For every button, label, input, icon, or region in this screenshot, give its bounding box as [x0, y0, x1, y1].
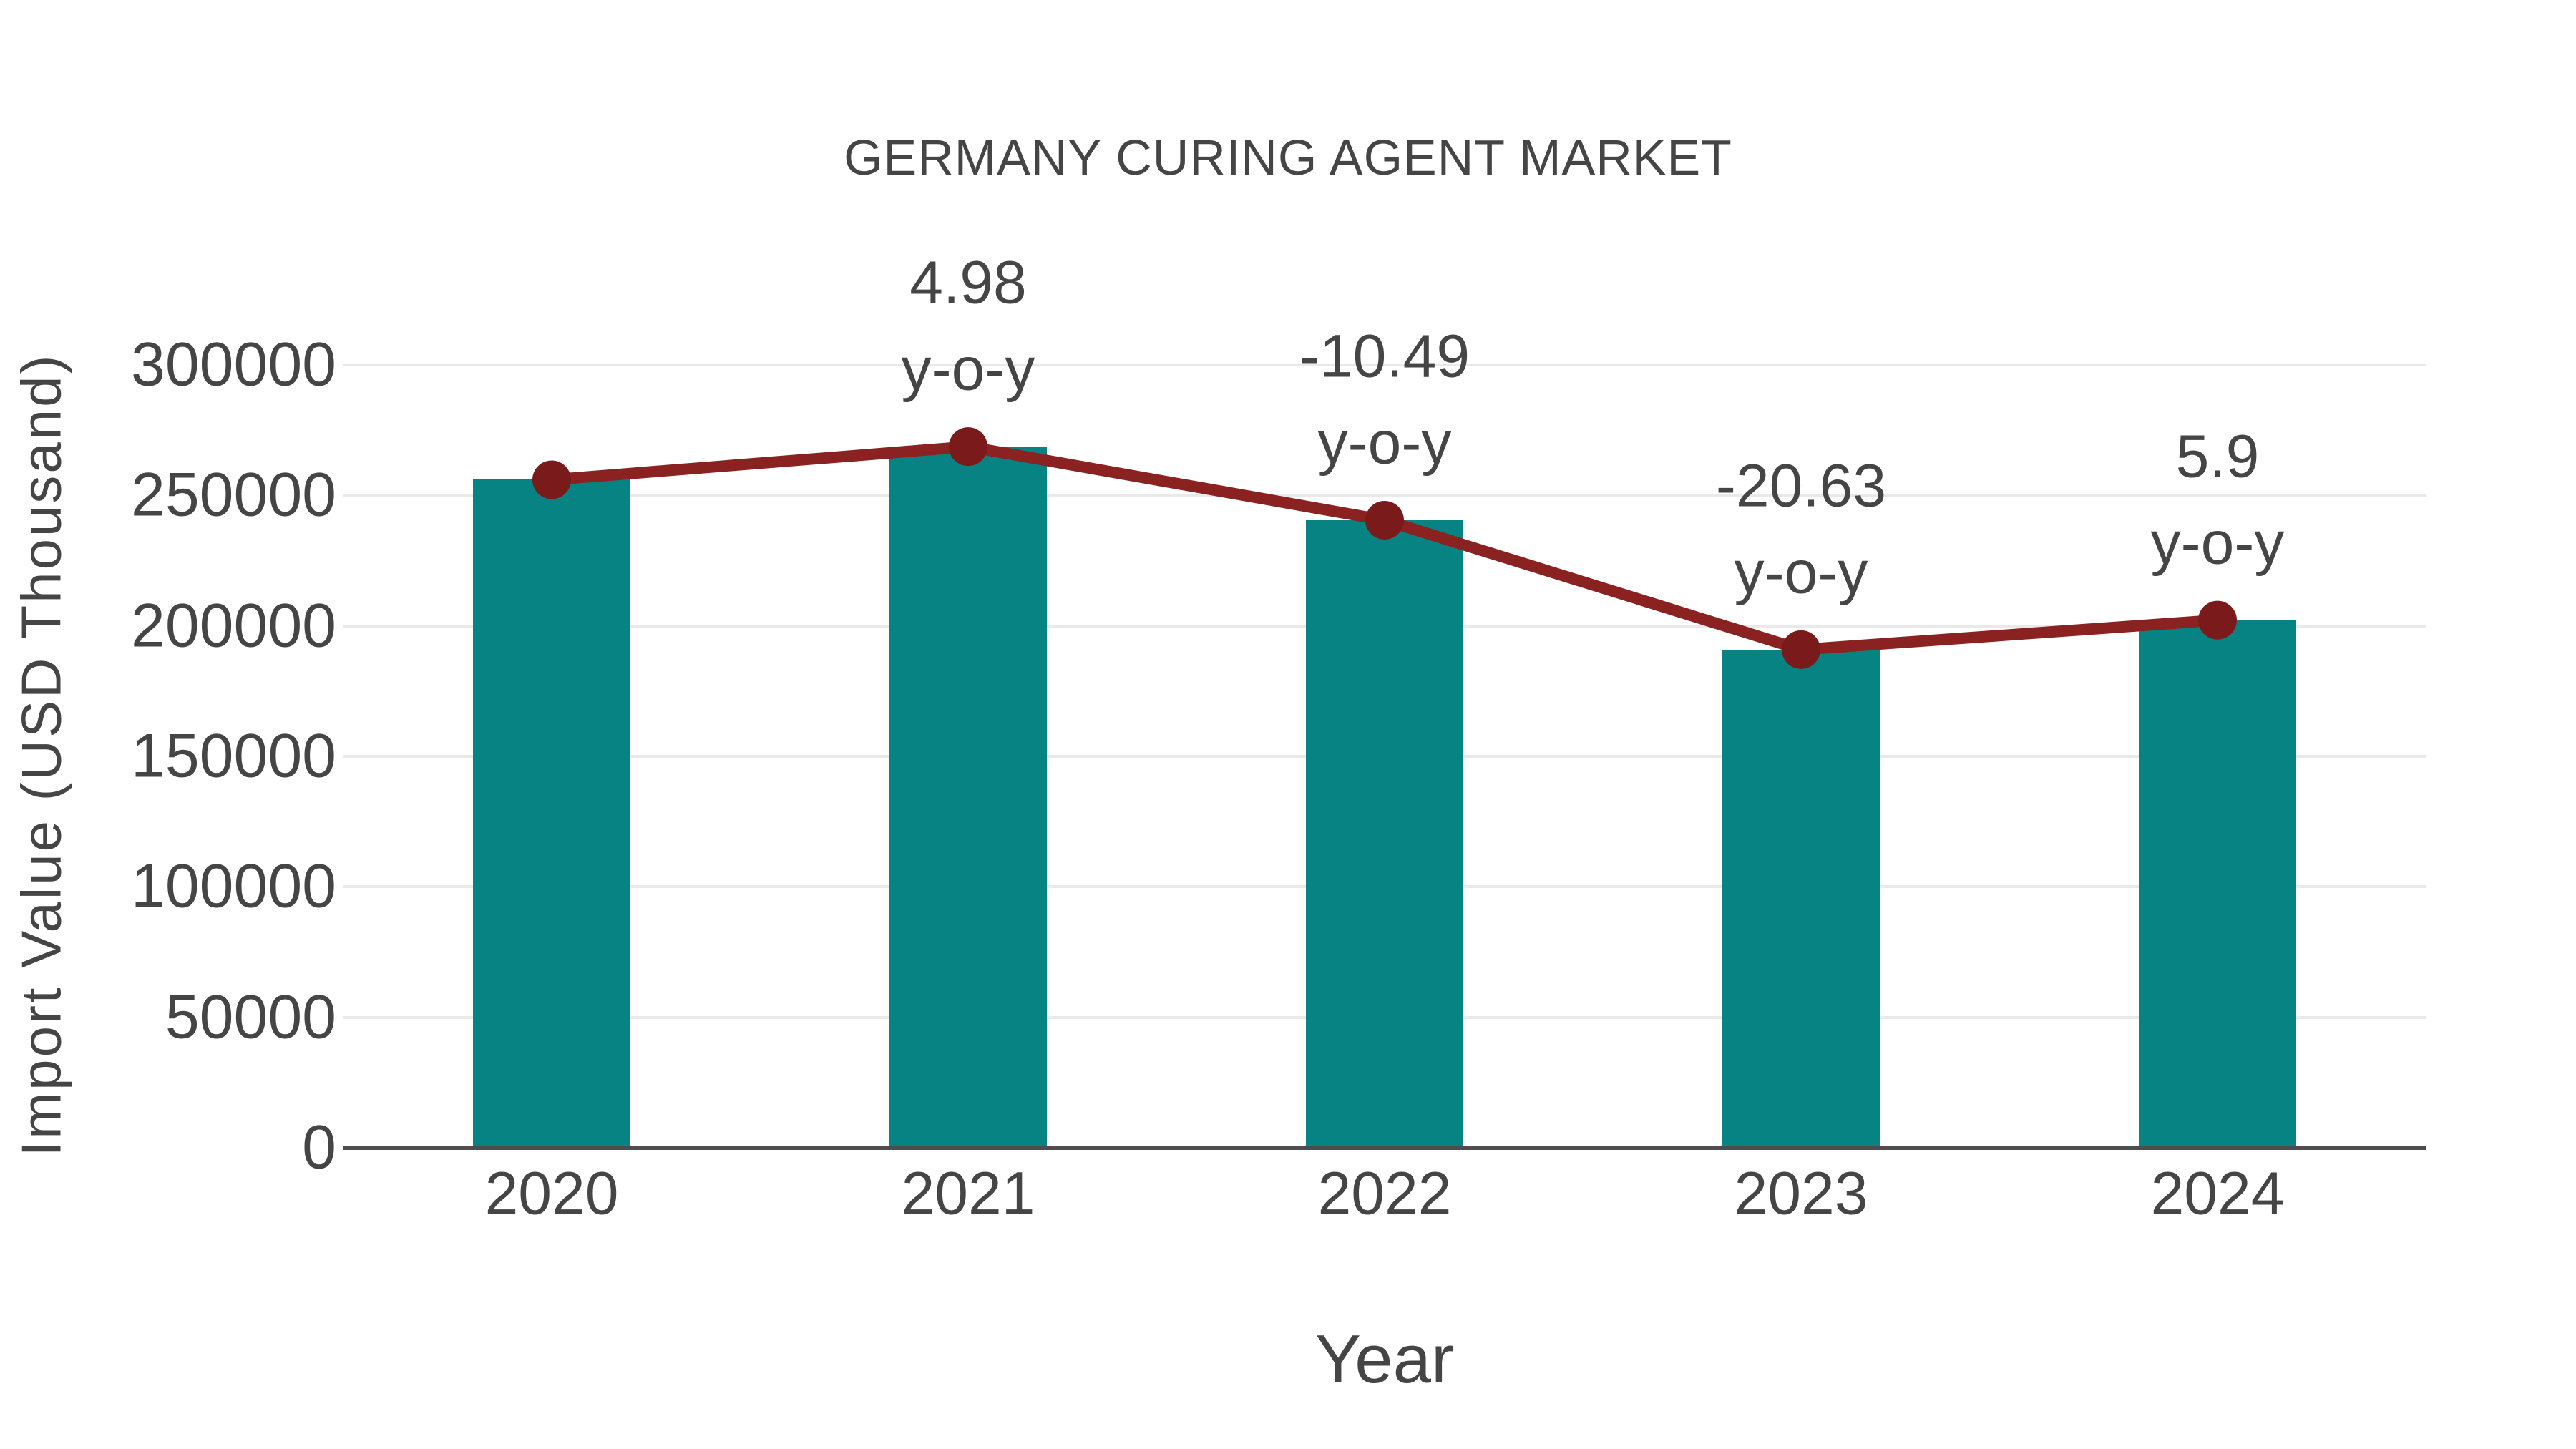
annotation-value-2024: 5.9 — [2175, 422, 2260, 490]
y-tick-label-150000: 150000 — [131, 721, 336, 791]
x-axis-line — [343, 1146, 2426, 1150]
bar-2021 — [889, 447, 1047, 1148]
y-tick-label-200000: 200000 — [131, 591, 336, 660]
x-tick-label-2024: 2024 — [2150, 1159, 2285, 1227]
x-tick-label-2020: 2020 — [484, 1159, 619, 1227]
gridline-300000 — [343, 364, 2426, 366]
y-tick-label-100000: 100000 — [131, 852, 336, 921]
annotation-value-2023: -20.63 — [1715, 452, 1887, 519]
annotation-suffix-2023: y-o-y — [1734, 538, 1868, 606]
x-tick-label-2021: 2021 — [901, 1159, 1035, 1227]
x-tick-label-2023: 2023 — [1734, 1159, 1868, 1227]
bar-2020 — [473, 479, 630, 1148]
x-tick-label-2022: 2022 — [1317, 1159, 1452, 1227]
annotation-suffix-2024: y-o-y — [2150, 509, 2285, 577]
bar-2022 — [1306, 519, 1463, 1148]
bar-2024 — [2139, 620, 2296, 1148]
x-axis-title: Year — [1315, 1321, 1454, 1397]
annotation-suffix-2021: y-o-y — [901, 335, 1035, 403]
y-tick-label-0: 0 — [302, 1113, 336, 1182]
annotation-value-2022: -10.49 — [1299, 322, 1470, 390]
annotation-suffix-2022: y-o-y — [1317, 409, 1452, 477]
y-tick-label-250000: 250000 — [131, 460, 336, 530]
y-tick-label-50000: 50000 — [165, 982, 336, 1052]
chart-title: GERMANY CURING AGENT MARKET — [844, 130, 1732, 185]
annotation-value-2021: 4.98 — [909, 248, 1027, 316]
gridline-250000 — [343, 494, 2426, 497]
bar-2023 — [1722, 649, 1880, 1148]
y-tick-label-300000: 300000 — [131, 330, 336, 399]
